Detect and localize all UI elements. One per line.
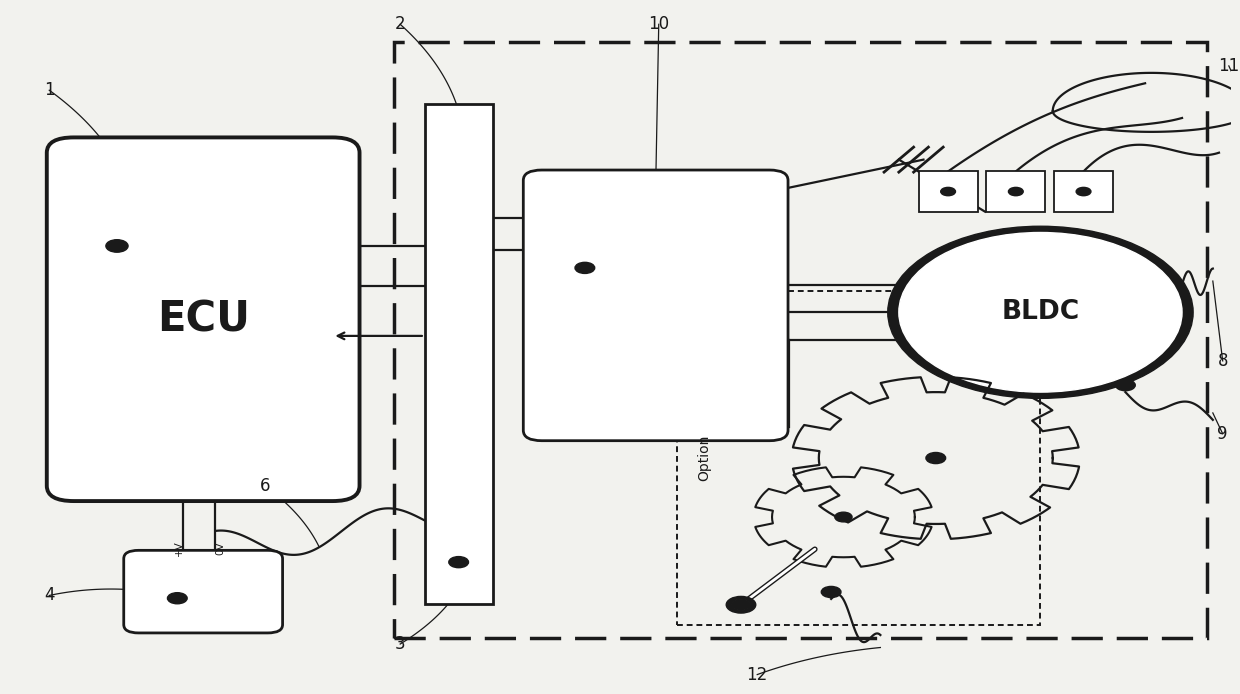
Circle shape [167, 593, 187, 604]
Circle shape [888, 226, 1193, 398]
Text: 3: 3 [394, 635, 405, 653]
Text: 6: 6 [259, 477, 270, 495]
Bar [1054, 171, 1114, 212]
Bar [986, 171, 1045, 212]
Text: 10: 10 [649, 15, 670, 33]
Bar [394, 42, 1207, 638]
Text: 4: 4 [43, 586, 55, 604]
Text: Option: Option [697, 435, 712, 481]
Bar [677, 291, 1040, 625]
Circle shape [821, 586, 841, 598]
Text: 1: 1 [43, 81, 55, 99]
FancyBboxPatch shape [47, 137, 360, 501]
Circle shape [1008, 187, 1023, 196]
Circle shape [926, 452, 946, 464]
Circle shape [1116, 380, 1136, 391]
Circle shape [727, 596, 755, 613]
Circle shape [733, 600, 750, 609]
Text: +V: +V [174, 541, 184, 556]
Bar [919, 171, 977, 212]
Circle shape [835, 512, 852, 522]
Text: ECU: ECU [156, 298, 249, 340]
Circle shape [105, 239, 128, 252]
Circle shape [449, 557, 469, 568]
Circle shape [1076, 187, 1091, 196]
Text: 12: 12 [746, 666, 768, 684]
Circle shape [899, 232, 1182, 392]
Text: BLDC: BLDC [1002, 299, 1080, 325]
Bar [425, 104, 492, 604]
FancyBboxPatch shape [124, 550, 283, 633]
Circle shape [575, 262, 595, 273]
Text: 2: 2 [394, 15, 405, 33]
Circle shape [941, 187, 956, 196]
FancyBboxPatch shape [523, 170, 789, 441]
Text: 8: 8 [1218, 352, 1228, 370]
Text: 0V: 0V [216, 541, 226, 555]
Text: 9: 9 [1218, 425, 1228, 443]
Circle shape [732, 599, 751, 610]
Text: 11: 11 [1218, 57, 1240, 75]
